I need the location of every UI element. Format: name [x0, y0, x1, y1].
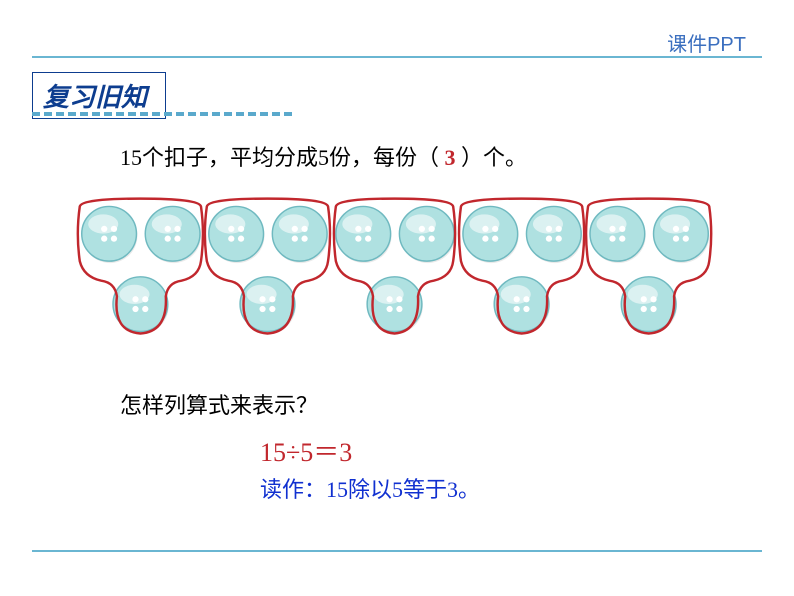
bottom-divider: [32, 550, 762, 552]
button-icon: [209, 206, 265, 263]
top-divider: [32, 56, 762, 58]
equation: 15÷5＝3: [260, 432, 352, 469]
button-icon: [272, 206, 328, 263]
button-icon: [145, 206, 201, 263]
problem-pre: 15个扣子，平均分成5份，每份（: [120, 145, 439, 170]
button-icon: [367, 277, 423, 334]
button-icon: [463, 206, 519, 263]
button-icon: [654, 206, 710, 263]
buttons-diagram: [70, 188, 720, 348]
button-icon: [336, 206, 392, 263]
reading: 读作：15除以5等于3。: [260, 472, 480, 504]
button-icon: [399, 206, 455, 263]
button-icon: [82, 206, 138, 263]
section-underline: [32, 112, 292, 116]
button-icon: [526, 206, 582, 263]
button-icon: [590, 206, 646, 263]
blank-answer: 3: [445, 145, 456, 170]
problem-statement: 15个扣子，平均分成5份，每份（ 3 ）个。: [120, 140, 527, 172]
header-label: 课件PPT: [667, 28, 746, 57]
question: 怎样列算式来表示？: [120, 388, 318, 420]
problem-post: ）个。: [461, 145, 527, 170]
